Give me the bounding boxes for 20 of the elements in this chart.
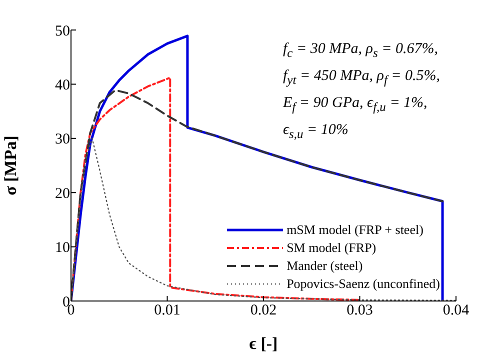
y-tick-label: 30 xyxy=(55,132,70,148)
annotation: f$_{yt}$ = 450 MPa, ρ$_{f}$ = 0.5%, xyxy=(283,67,440,89)
legend-label: mSM model (FRP + steel) xyxy=(286,221,424,239)
x-tick-label: 0.01 xyxy=(154,302,180,319)
annotation: E$_{f}$ = 90 GPa, ϵ$_{f,u}$ = 1%, xyxy=(283,94,428,116)
legend-label: Mander (steel) xyxy=(286,257,363,275)
x-tick-label: 0.04 xyxy=(442,302,470,319)
x-axis-title: ϵ [-] xyxy=(249,334,278,353)
line-series xyxy=(71,89,444,301)
annotation: f$_{c}$ = 30 MPa, ρ$_{s}$ = 0.67%, xyxy=(283,40,439,62)
y-tick-label: 50 xyxy=(55,23,70,40)
x-tick-label: 0.03 xyxy=(346,302,373,319)
y-tick-label: 10 xyxy=(55,240,70,256)
y-tick-label: 40 xyxy=(55,78,70,94)
legend-label: SM model (FRP) xyxy=(286,239,376,257)
annotation: ϵ$_{s,u}$ = 10% xyxy=(283,121,350,143)
y-tick-label: 20 xyxy=(55,186,70,202)
y-axis-title: σ [MPa] xyxy=(1,136,20,196)
legend-label: Popovics-Saenz (unconfined) xyxy=(286,275,440,293)
x-tick-label: 0.02 xyxy=(250,302,277,319)
